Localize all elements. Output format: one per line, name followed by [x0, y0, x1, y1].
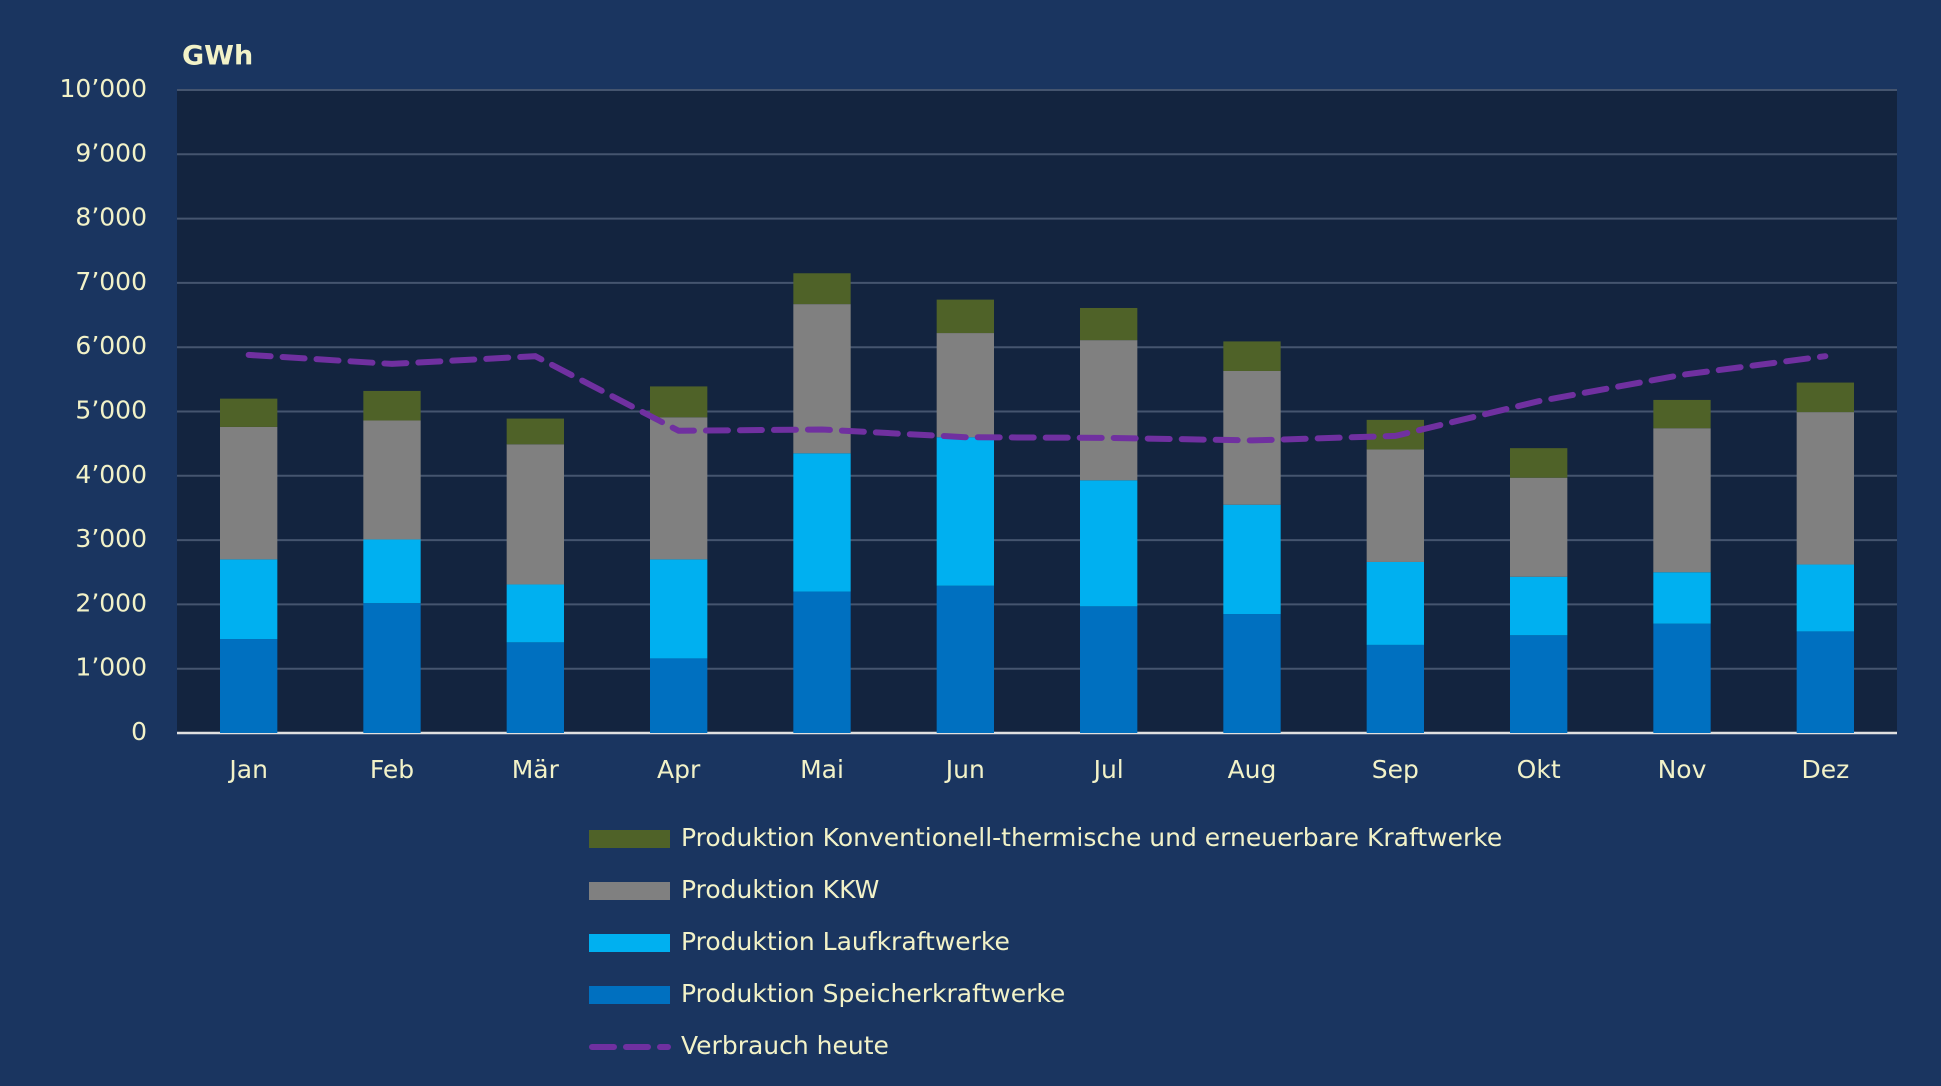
- legend-swatch: [589, 934, 670, 952]
- y-tick-label: 3’000: [75, 524, 147, 553]
- y-tick-label: 8’000: [75, 203, 147, 232]
- x-tick-label: Dez: [1801, 755, 1849, 784]
- bar-segment: [936, 437, 994, 586]
- bar-segment: [1510, 477, 1568, 577]
- bar-segment: [363, 420, 421, 540]
- x-tick-label: Nov: [1658, 755, 1707, 784]
- x-tick-label: Aug: [1228, 755, 1277, 784]
- bar-segment: [1080, 307, 1138, 341]
- bar-segment: [1366, 644, 1424, 733]
- bar-segment: [1796, 631, 1854, 733]
- bar-segment: [1510, 448, 1568, 478]
- bar-segment: [363, 390, 421, 421]
- bar-segment: [220, 426, 278, 560]
- bar-segment: [1223, 504, 1281, 615]
- legend-swatch: [589, 986, 670, 1004]
- bar-segment: [506, 418, 564, 445]
- bar-segment: [1796, 564, 1854, 632]
- bar-segment: [650, 658, 708, 733]
- y-tick-label: 1’000: [75, 653, 147, 682]
- x-tick-label: Jun: [944, 755, 985, 784]
- y-tick-label: 5’000: [75, 396, 147, 425]
- bar-segment: [220, 398, 278, 427]
- y-tick-label: 6’000: [75, 331, 147, 360]
- bar-segment: [936, 585, 994, 733]
- bar-segment: [506, 642, 564, 733]
- bar-segment: [650, 417, 708, 560]
- bar-segment: [650, 386, 708, 418]
- x-tick-label: Feb: [370, 755, 414, 784]
- x-tick-label: Okt: [1517, 755, 1561, 784]
- legend-label: Produktion Speicherkraftwerke: [681, 979, 1065, 1008]
- line-series: [245, 351, 1829, 444]
- bar-segment: [1080, 606, 1138, 733]
- bar-segment: [220, 559, 278, 640]
- y-tick-label: 10’000: [60, 74, 147, 103]
- bar-segment: [1366, 449, 1424, 562]
- bar-segment: [1796, 382, 1854, 413]
- legend-swatch: [589, 882, 670, 900]
- x-tick-label: Mai: [800, 755, 844, 784]
- bar-segment: [220, 639, 278, 733]
- bar-segment: [1653, 428, 1711, 573]
- bar-segment: [506, 584, 564, 643]
- bar-segment: [1080, 480, 1138, 607]
- bar-segment: [1653, 572, 1711, 624]
- bar-segment: [793, 591, 851, 733]
- y-tick-label: 2’000: [75, 588, 147, 617]
- x-tick-label: Mär: [512, 755, 560, 784]
- x-tick-label: Jan: [227, 755, 268, 784]
- bar-segment: [1510, 635, 1568, 733]
- bar-segment: [1796, 412, 1854, 565]
- y-tick-label: 0: [131, 717, 147, 746]
- bar-segment: [793, 453, 851, 592]
- bar-segment: [1653, 399, 1711, 429]
- bar-segment: [1223, 614, 1281, 733]
- bar-segment: [506, 444, 564, 585]
- bar-segment: [793, 273, 851, 305]
- x-tick-label: Sep: [1372, 755, 1419, 784]
- bar-segment: [1223, 341, 1281, 371]
- y-tick-label: 7’000: [75, 267, 147, 296]
- bar-segment: [363, 539, 421, 604]
- y-axis-label: GWh: [182, 41, 253, 72]
- bar-segment: [1366, 561, 1424, 645]
- bar-segment: [1510, 576, 1568, 636]
- bar-segment: [936, 333, 994, 438]
- legend-label: Produktion Konventionell-thermische und …: [681, 823, 1502, 852]
- legend-label: Verbrauch heute: [681, 1031, 889, 1060]
- bar-segment: [1653, 623, 1711, 733]
- x-tick-label: Jul: [1092, 755, 1124, 784]
- bar-segment: [936, 299, 994, 334]
- bar-segment: [1080, 340, 1138, 481]
- y-tick-label: 4’000: [75, 460, 147, 489]
- bar-segment: [650, 559, 708, 659]
- legend-swatch: [589, 830, 670, 848]
- legend-label: Produktion Laufkraftwerke: [681, 927, 1010, 956]
- bar-segment: [363, 603, 421, 733]
- y-tick-label: 9’000: [75, 138, 147, 167]
- x-tick-label: Apr: [657, 755, 701, 784]
- legend-label: Produktion KKW: [681, 875, 879, 904]
